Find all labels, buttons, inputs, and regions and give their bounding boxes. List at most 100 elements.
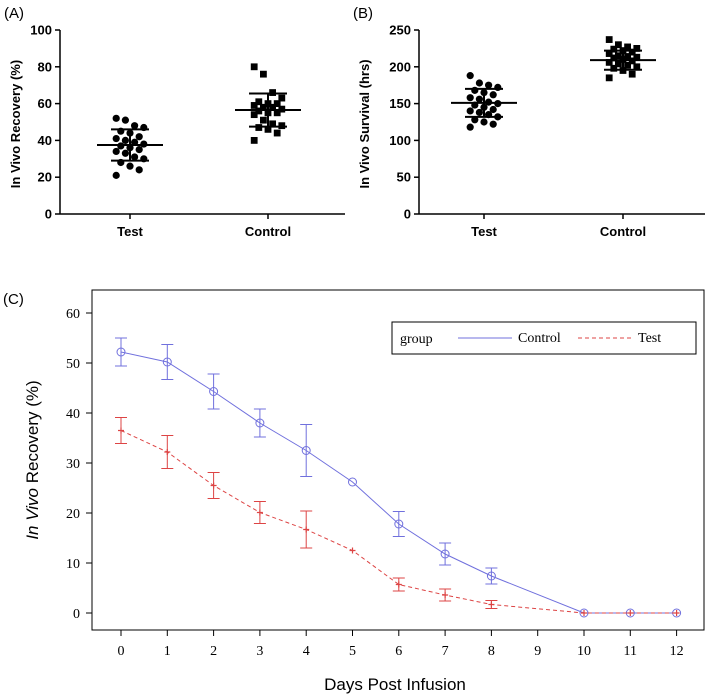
c-test-point (210, 482, 217, 489)
c-test-line (120, 430, 677, 614)
a-point-test (135, 146, 143, 154)
a-point-control (269, 103, 276, 111)
c-test-point (349, 547, 356, 554)
b-point-test (494, 83, 502, 92)
a-point-test (112, 114, 120, 122)
b-point-control (615, 60, 622, 68)
b-point-test (466, 123, 474, 131)
c-xtick-label: 2 (210, 644, 217, 659)
b-point-test (466, 107, 474, 115)
b-point-test (489, 120, 497, 128)
b-ytick-label: 150 (389, 96, 411, 111)
legend-control-label: Control (518, 331, 561, 346)
b-ytick-label: 200 (389, 59, 411, 74)
b-point-control (610, 45, 618, 53)
panel-b-ylabel: In Vivo Survival (hrs) (357, 59, 372, 188)
b-point-test (485, 81, 493, 89)
a-point-control (250, 63, 258, 71)
b-ytick-label: 50 (397, 170, 411, 185)
b-point-test (475, 95, 483, 103)
a-point-control (278, 94, 286, 102)
b-point-control (633, 63, 641, 71)
c-xtick-label: 10 (577, 644, 591, 659)
c-ytick-label: 30 (66, 457, 80, 472)
panel-c-ylabel-italic: In Vivo (23, 488, 42, 540)
a-point-test (112, 134, 120, 143)
panel-a: (A) In Vivo Recovery (%) 0 20 40 60 80 100 Te… (4, 5, 345, 239)
a-xtick-label: Test (117, 224, 143, 239)
panel-b: (B) In Vivo Survival (hrs) 0 50 100 150 200 2… (353, 5, 705, 239)
c-test-point (442, 592, 449, 598)
a-xtick-label: Control (245, 224, 291, 239)
b-point-test (466, 94, 474, 102)
legend-test-label: Test (638, 331, 661, 346)
a-point-control (273, 109, 281, 117)
c-control-point (348, 477, 357, 487)
c-xtick-label: 3 (256, 644, 263, 659)
c-test-point (673, 610, 680, 616)
a-point-control (269, 120, 276, 128)
b-xtick-label: Control (600, 224, 646, 239)
c-ytick-label: 0 (73, 607, 80, 622)
a-point-test (121, 116, 129, 124)
b-ytick-label: 100 (389, 133, 411, 148)
b-point-control (605, 58, 613, 66)
c-ytick-label: 50 (66, 357, 80, 372)
legend: group Control Test (391, 321, 697, 355)
panel-c-plot-frame (91, 289, 705, 631)
c-test-point (488, 601, 495, 608)
b-point-control (633, 45, 641, 52)
panel-a-ylabel: In Vivo Recovery (%) (8, 60, 23, 188)
panel-c-label: (C) (3, 291, 24, 308)
panel-c-xlabel: Days Post Infusion (324, 675, 466, 694)
c-control-point (301, 446, 311, 455)
b-point-control (633, 53, 641, 61)
panel-a-label: (A) (4, 5, 24, 22)
a-ytick-label: 60 (38, 96, 52, 111)
b-point-control (615, 41, 622, 49)
a-ytick-label: 0 (45, 207, 52, 222)
c-xtick-label: 12 (670, 644, 684, 659)
b-point-control (605, 50, 613, 57)
b-ytick-label: 0 (404, 207, 411, 222)
c-ytick-label: 20 (66, 507, 80, 522)
c-control-point (116, 347, 126, 357)
a-point-control (250, 102, 258, 109)
c-control-point (440, 549, 450, 559)
a-ytick-label: 80 (38, 59, 52, 74)
a-point-test (131, 122, 139, 130)
b-point-control (624, 53, 631, 60)
b-xtick-label: Test (471, 224, 497, 239)
c-ytick-label: 40 (66, 407, 80, 422)
c-ytick-label: 60 (66, 307, 80, 322)
a-ytick-label: 40 (38, 133, 52, 148)
c-xtick-label: 1 (164, 644, 171, 659)
c-xtick-label: 0 (118, 644, 125, 659)
b-point-test (466, 72, 474, 80)
b-point-control (610, 54, 618, 62)
a-point-test (112, 171, 120, 179)
b-point-control (605, 36, 613, 43)
c-test-point (118, 427, 124, 434)
a-point-control (260, 116, 267, 124)
panel-b-label: (B) (353, 5, 373, 22)
c-test-point (627, 610, 634, 616)
a-point-control (264, 125, 272, 133)
c-xtick-label: 8 (488, 644, 495, 659)
b-ytick-label: 250 (389, 23, 411, 38)
c-test-point (581, 610, 587, 616)
a-point-control (255, 98, 263, 106)
a-point-test (112, 147, 120, 156)
b-point-control (628, 70, 636, 78)
a-ytick-label: 100 (30, 23, 52, 38)
c-xtick-label: 7 (442, 644, 449, 659)
c-test-point (303, 526, 310, 533)
panel-c: (C) In Vivo Recovery (%) Days Post Infus… (3, 289, 705, 694)
a-point-control (260, 70, 267, 78)
b-point-test (475, 79, 483, 87)
a-point-test (135, 166, 143, 174)
c-control-point (486, 571, 496, 581)
c-xtick-label: 11 (624, 644, 637, 659)
c-control-line (120, 351, 677, 614)
